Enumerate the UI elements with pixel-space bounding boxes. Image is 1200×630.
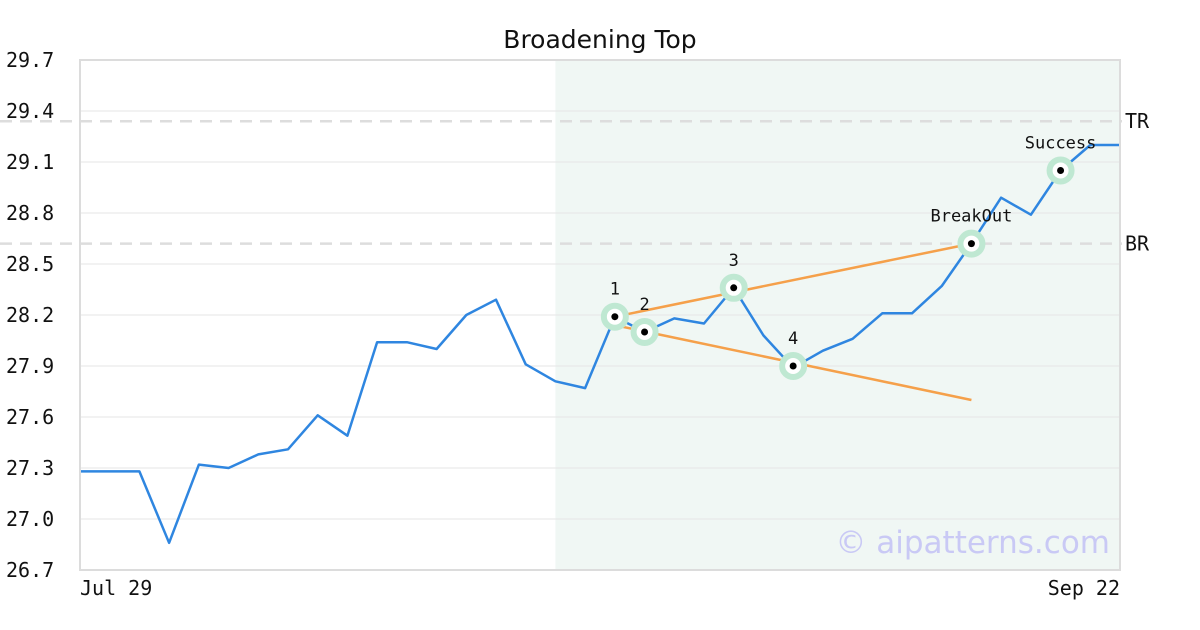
y-tick-label: 28.2 [6,303,54,327]
annotation-marker-dot [730,284,738,292]
y-tick-label: 29.4 [6,99,54,123]
y-tick-label: 27.9 [6,354,54,378]
annotation-marker-dot [1057,167,1065,174]
trend-line [614,242,972,318]
chart-title: Broadening Top [503,25,696,54]
x-axis-ticks: Jul 29 Sep 22 [80,576,1120,600]
x-tick-label: Sep 22 [1048,576,1120,600]
y-tick-label: 27.3 [6,456,54,480]
annotation-marker-dot [611,313,619,321]
annotation-label: 2 [639,295,649,315]
y-tick-label: 27.6 [6,405,54,429]
annotation-label: BreakOut [930,207,1012,227]
annotation-label: Success [1025,134,1097,154]
y-axis-ticks: 26.7 27.0 27.3 27.6 27.9 28.2 28.5 28.8 29.1 29.4… [6,48,54,582]
annotation-marker-dot [789,362,797,370]
y-tick-label: 28.5 [6,252,54,276]
annotation-marker-dot [641,328,649,336]
price-series-line [80,143,1120,545]
y-tick-label: 28.8 [6,201,54,225]
y-tick-label: 26.7 [6,558,54,582]
annotation-marker-dot [967,240,975,248]
y-tick-label: 29.1 [6,150,54,174]
annotation-label: 3 [729,251,739,271]
reference-lines: TR BR [0,109,1150,256]
plot-frame [79,59,1121,571]
annotation-label: 4 [788,329,798,349]
watermark: © aipatterns.com [835,525,1110,561]
annotation-label: 1 [610,280,620,300]
x-tick-label: Jul 29 [80,576,152,600]
pattern-annotations: 12 3 4 BreakOut Success [600,134,1097,380]
reference-label-br: BR [1125,232,1150,256]
y-tick-label: 29.7 [6,48,54,72]
y-tick-label: 27.0 [6,507,54,531]
reference-label-tr: TR [1125,109,1150,133]
